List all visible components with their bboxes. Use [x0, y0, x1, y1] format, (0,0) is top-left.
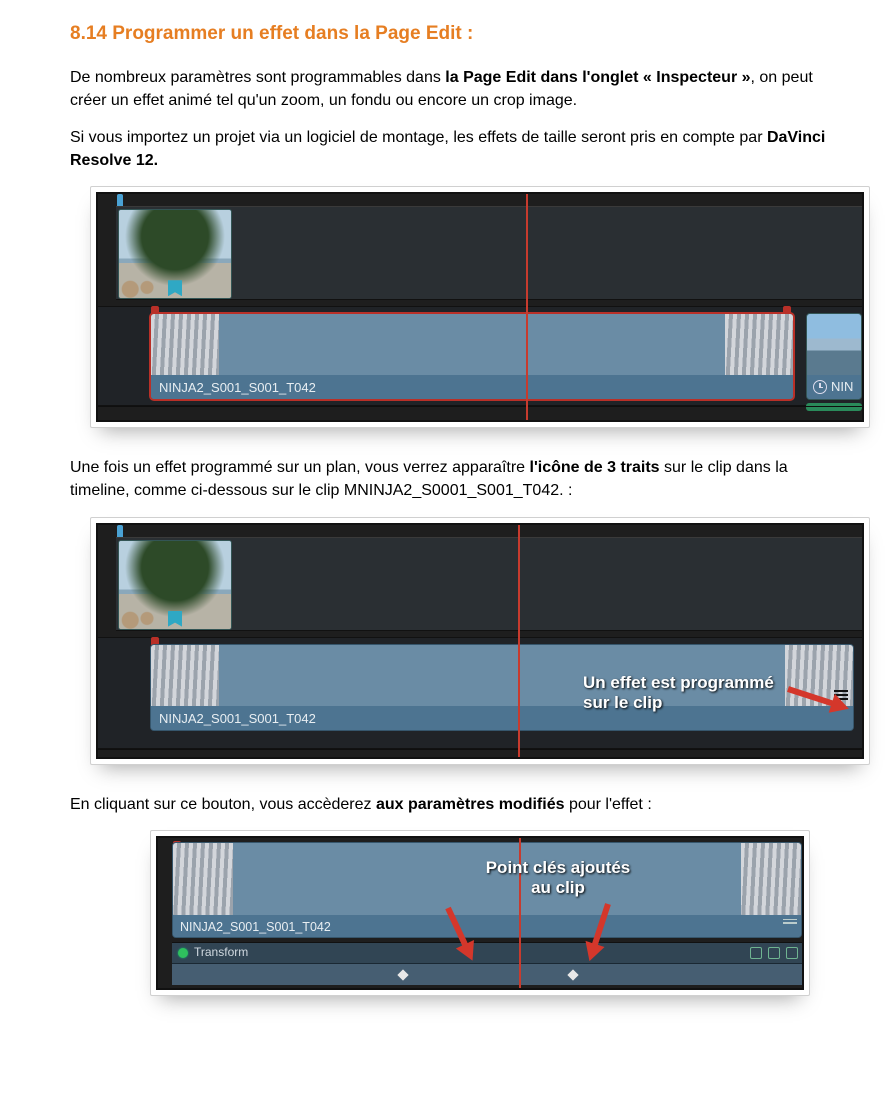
thumbnail-clip[interactable] — [118, 209, 232, 299]
p4-c: pour l'effet : — [565, 796, 652, 813]
screenshot-2: NINJA2_S001_S001_T042 Un effet est progr… — [90, 517, 870, 765]
timeline-2: NINJA2_S001_S001_T042 Un effet est progr… — [96, 523, 864, 759]
paragraph-4: En cliquant sur ce bouton, vous accèdere… — [70, 793, 826, 816]
p3-bold: l'icône de 3 traits — [530, 459, 660, 476]
thumb-right — [741, 843, 801, 915]
kf-row-curve[interactable] — [172, 964, 802, 985]
p4-a: En cliquant sur ce bouton, vous accèdere… — [70, 796, 376, 813]
keyframe-diamond-icon[interactable] — [397, 969, 408, 980]
track-v2 — [116, 537, 862, 631]
retime-icon — [813, 380, 827, 394]
keyframe-diamond-icon[interactable] — [567, 969, 578, 980]
thumbnail-clip[interactable] — [118, 540, 232, 630]
kf-track-label: Transform — [194, 944, 248, 961]
collapse-icon[interactable] — [783, 919, 797, 924]
p1-a: De nombreux paramètres sont programmable… — [70, 69, 445, 86]
clip-label: NINJA2_S001_S001_T042 — [151, 375, 793, 399]
enable-led-icon[interactable] — [178, 948, 188, 958]
audio-clip[interactable] — [806, 403, 862, 411]
paragraph-1: De nombreux paramètres sont programmable… — [70, 66, 826, 112]
p4-bold: aux paramètres modifiés — [376, 796, 565, 813]
p2-a: Si vous importez un projet via un logici… — [70, 129, 767, 146]
annotation-effect: Un effet est programmé sur le clip — [583, 673, 774, 714]
clip-main[interactable]: NINJA2_S001_S001_T042 — [150, 313, 794, 400]
keyframe-panel: Transform — [172, 942, 802, 984]
playhead[interactable] — [526, 194, 528, 420]
section-heading: 8.14 Programmer un effet dans la Page Ed… — [70, 20, 856, 48]
p1-bold: la Page Edit dans l'onglet « Inspecteur … — [445, 69, 750, 86]
track-v1: NINJA2_S001_S001_T042 NIN — [98, 306, 862, 406]
screenshot-3: NINJA2_S001_S001_T042 Transform Point cl… — [150, 830, 810, 996]
thumb-left — [151, 645, 219, 706]
thumb-left — [173, 843, 233, 915]
clip-next-label: NIN — [831, 378, 853, 397]
track-v2 — [116, 206, 862, 300]
kf-row-transform[interactable]: Transform — [172, 943, 802, 964]
clip-next[interactable]: NIN — [806, 313, 862, 400]
timeline-3: NINJA2_S001_S001_T042 Transform Point cl… — [156, 836, 804, 990]
screenshot-1: NINJA2_S001_S001_T042 NIN — [90, 186, 870, 428]
clip-label: NINJA2_S001_S001_T042 — [173, 915, 801, 937]
timeline-1: NINJA2_S001_S001_T042 NIN — [96, 192, 864, 422]
kf-row-controls[interactable] — [750, 947, 798, 959]
p3-a: Une fois un effet programmé sur un plan,… — [70, 459, 530, 476]
thumb-right — [725, 314, 793, 375]
paragraph-2: Si vous importez un projet via un logici… — [70, 126, 826, 172]
paragraph-3: Une fois un effet programmé sur un plan,… — [70, 456, 826, 502]
thumb-left — [151, 314, 219, 375]
playhead[interactable] — [518, 525, 520, 757]
annotation-keyframes: Point clés ajoutés au clip — [458, 858, 658, 899]
